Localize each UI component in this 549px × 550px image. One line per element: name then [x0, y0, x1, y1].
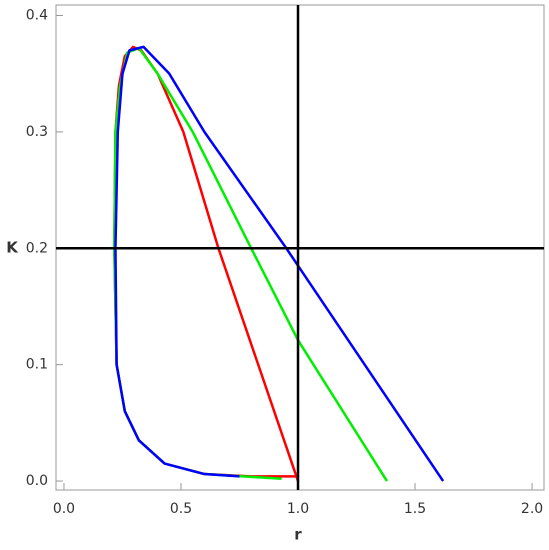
y-tick-label: 0.4: [26, 7, 48, 23]
x-tick-label: 1.0: [287, 501, 309, 517]
x-axis-label: r: [294, 526, 302, 544]
y-axis-label: K: [6, 239, 19, 257]
y-tick-label: 0.3: [26, 124, 48, 140]
y-tick-label: 0.2: [26, 240, 48, 256]
series-line: [114, 45, 445, 482]
x-tick-label: 0.0: [53, 501, 75, 517]
series-line: [113, 45, 300, 482]
y-tick-label: 0.1: [26, 357, 48, 373]
x-tick-label: 1.5: [404, 501, 426, 517]
x-tick-label: 0.5: [170, 501, 192, 517]
series-line: [113, 46, 389, 482]
x-tick-label: 2.0: [521, 501, 543, 517]
y-tick-label: 0.0: [26, 473, 48, 489]
